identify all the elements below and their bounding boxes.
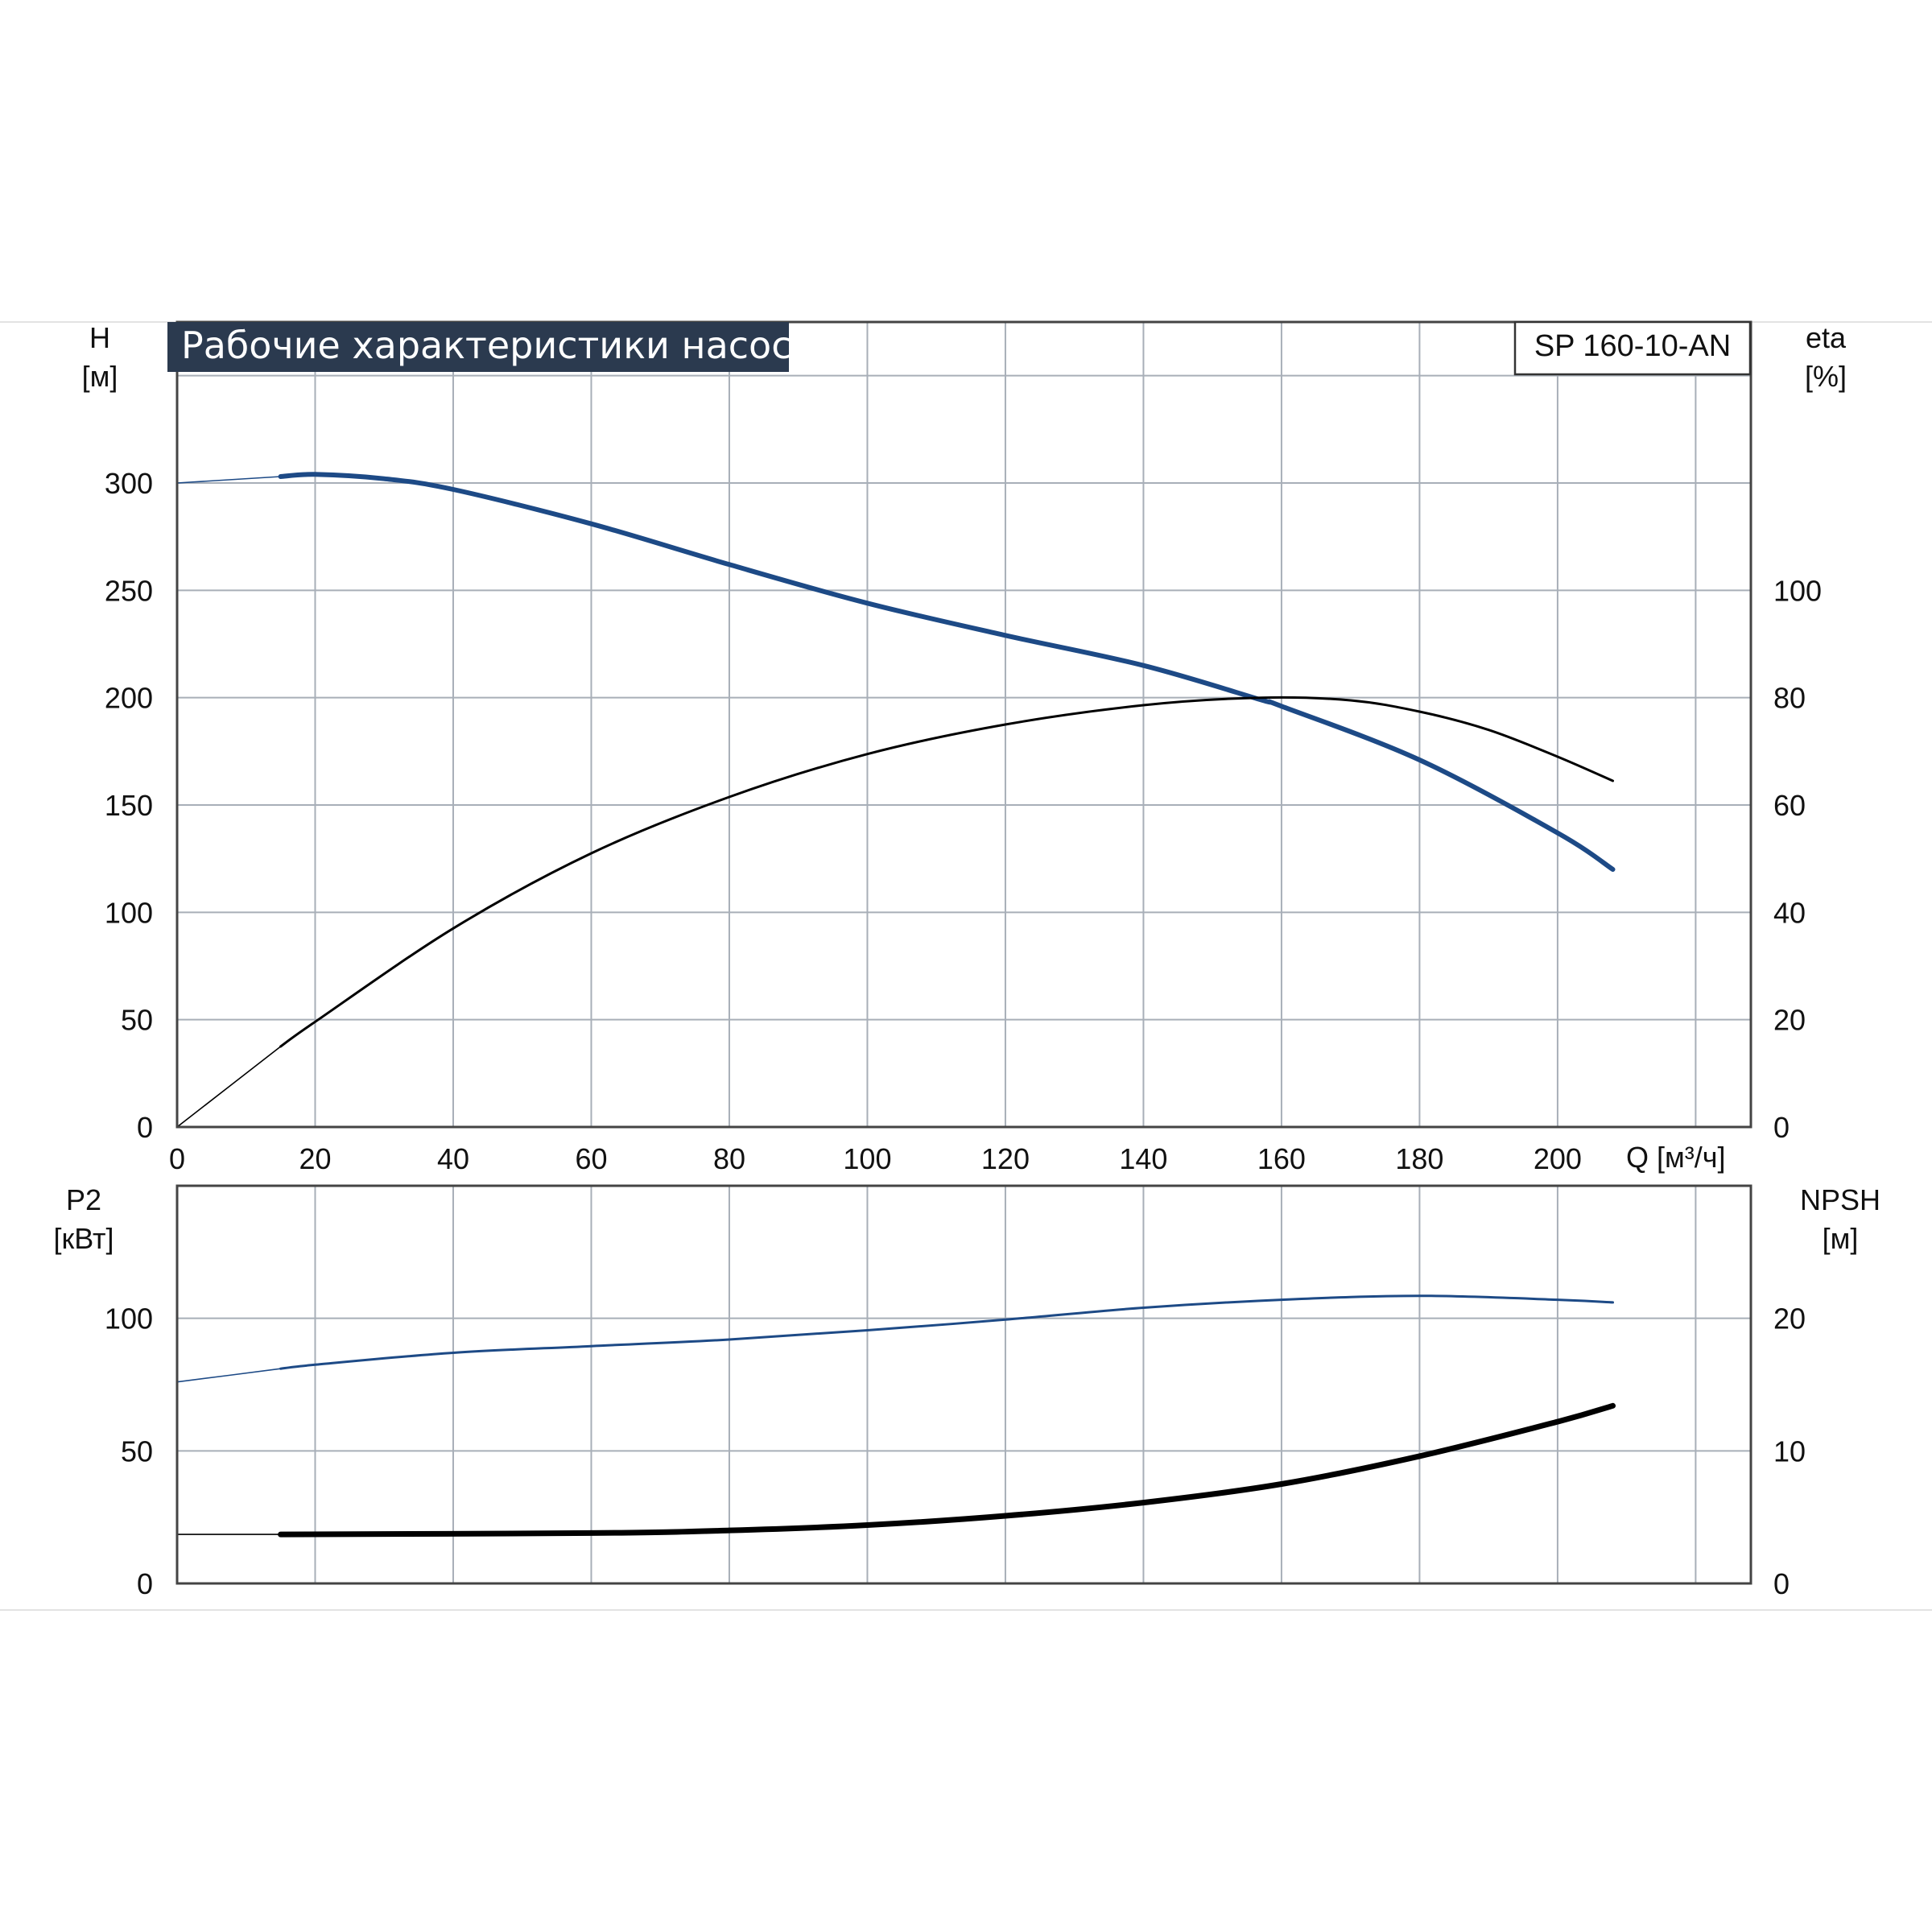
bottom-plot-frame [175, 1184, 1752, 1585]
top-plot-grid [177, 322, 1751, 1127]
q-tick-labels: 0 20 40 60 80 100 120 140 160 180 200 [169, 1142, 1582, 1175]
top-series-0-line [278, 472, 1616, 872]
q-tick-label: 0 [169, 1142, 185, 1175]
top-plot-curves [176, 472, 1616, 1128]
q-tick-label: 200 [1534, 1142, 1582, 1175]
p2-tick-labels: 0 50 100 [105, 1302, 153, 1600]
bottom-plot-grid [177, 1186, 1751, 1583]
q-tick-label: 180 [1395, 1142, 1443, 1175]
npsh-tick-label: 10 [1773, 1435, 1806, 1468]
model-box [1513, 320, 1752, 376]
npsh-tick-labels: 0 10 20 [1773, 1302, 1806, 1600]
eta-axis-label: eta [1806, 321, 1847, 354]
p2-axis-unit: [кВт] [53, 1222, 114, 1255]
q-axis-label: Q [м³/ч] [1626, 1141, 1726, 1174]
h-tick-label: 250 [105, 574, 153, 607]
q-tick-label: 60 [575, 1142, 607, 1175]
bottom-series-1-line [278, 1402, 1616, 1538]
chart-title: Рабочие характеристики насоса [181, 324, 815, 367]
q-tick-label: 160 [1257, 1142, 1306, 1175]
eta-axis-unit: [%] [1805, 360, 1847, 393]
eta-tick-label: 100 [1773, 574, 1822, 607]
eta-tick-labels: 0 20 40 60 80 100 [1773, 574, 1822, 1144]
h-axis-unit: [м] [82, 360, 118, 393]
p2-tick-label: 50 [121, 1435, 153, 1468]
q-tick-label: 100 [843, 1142, 891, 1175]
q-tick-label: 40 [437, 1142, 469, 1175]
h-tick-label: 200 [105, 682, 153, 715]
q-tick-label: 140 [1119, 1142, 1167, 1175]
q-tick-label: 120 [981, 1142, 1030, 1175]
h-axis-label: H [89, 321, 110, 354]
bottom-plot-curves [176, 1294, 1616, 1538]
top-series-1-line [279, 696, 1614, 1048]
eta-tick-label: 0 [1773, 1111, 1790, 1144]
npsh-axis-unit: [м] [1823, 1222, 1859, 1255]
top-series-0-leadin [176, 476, 282, 484]
eta-tick-label: 80 [1773, 682, 1806, 715]
h-tick-label: 50 [121, 1004, 153, 1037]
eta-tick-label: 60 [1773, 789, 1806, 822]
eta-tick-label: 20 [1773, 1004, 1806, 1037]
h-tick-label: 300 [105, 467, 153, 500]
eta-tick-label: 40 [1773, 896, 1806, 929]
top-series-1-leadin [176, 1046, 282, 1128]
q-tick-label: 80 [713, 1142, 745, 1175]
h-tick-label: 150 [105, 789, 153, 822]
bottom-series-0-leadin [176, 1368, 282, 1383]
p2-axis-label: P2 [66, 1183, 101, 1216]
npsh-tick-label: 0 [1773, 1567, 1790, 1600]
h-tick-label: 0 [137, 1111, 153, 1144]
title-box [167, 322, 789, 372]
bottom-series-0-line [279, 1294, 1614, 1370]
npsh-axis-label: NPSH [1800, 1183, 1880, 1216]
p2-tick-label: 0 [137, 1567, 153, 1600]
q-tick-label: 20 [299, 1142, 331, 1175]
model-label: SP 160-10-AN [1534, 329, 1731, 363]
npsh-tick-label: 20 [1773, 1302, 1806, 1335]
p2-tick-label: 100 [105, 1302, 153, 1335]
h-tick-label: 100 [105, 896, 153, 929]
h-tick-labels: 0 50 100 150 200 250 300 [105, 467, 153, 1144]
top-plot-frame [175, 320, 1752, 1129]
